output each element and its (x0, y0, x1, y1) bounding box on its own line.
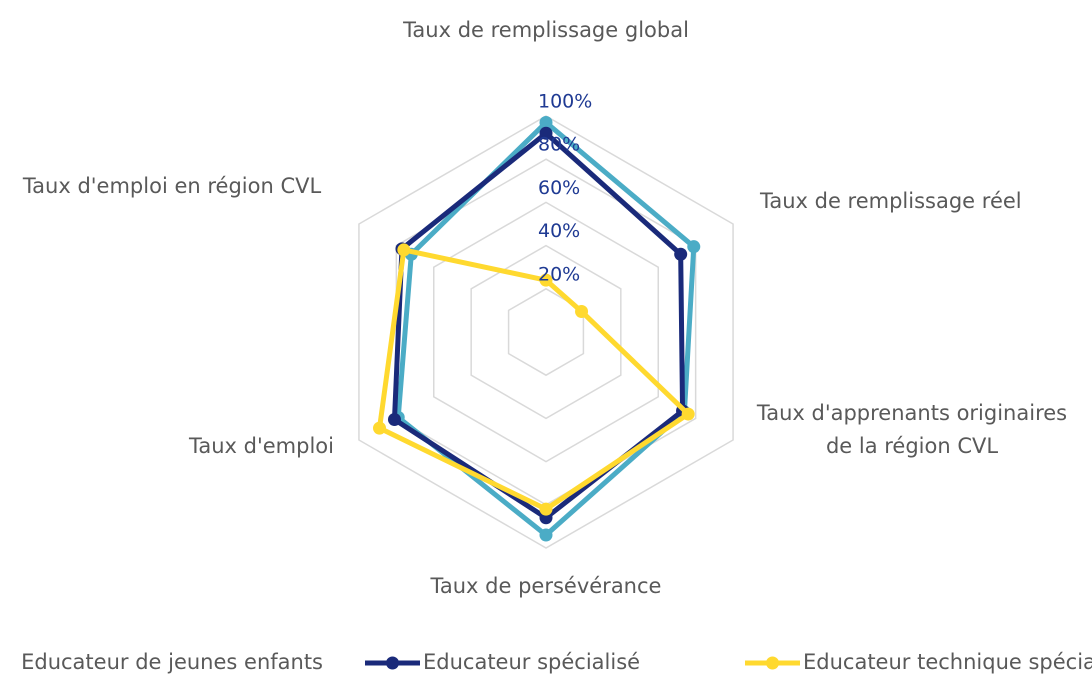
legend-label: Educateur de jeunes enfants (21, 650, 323, 674)
legend-item: Educateur technique spécialisé (745, 650, 1092, 674)
point (397, 243, 411, 257)
point (687, 240, 701, 254)
point (539, 528, 553, 542)
grid-ring (470, 244, 622, 420)
axis-label: Taux de persévérance (430, 574, 662, 598)
axis-label: Taux d'emploi en région CVL (22, 174, 322, 198)
series-line (377, 247, 691, 512)
axis-label: Taux de remplissage global (403, 18, 689, 42)
point (674, 247, 688, 261)
axis-label: Taux d'apprenants originaires de la régi… (756, 401, 1068, 458)
grid-ring (433, 201, 659, 463)
axis-label: Taux de remplissage réel (760, 189, 1022, 213)
point (681, 407, 695, 421)
tick-label: 40% (538, 220, 580, 242)
legend-item: Educateur spécialisé (365, 650, 640, 674)
point (387, 412, 401, 426)
point (539, 126, 553, 140)
tick-label: 100% (538, 91, 592, 113)
grid-ring (358, 115, 734, 549)
tick-label: 60% (538, 177, 580, 199)
point (539, 115, 553, 129)
point (539, 273, 553, 287)
point (575, 304, 589, 318)
legend-marker-dot (766, 656, 779, 670)
tick-label: 20% (538, 263, 580, 285)
legend-item: Educateur de jeunes enfants (21, 650, 323, 674)
point (373, 421, 387, 435)
axis-label: Taux d'emploi (189, 434, 334, 458)
tick-label: 80% (538, 134, 580, 156)
legend-label: Educateur technique spécialisé (803, 650, 1092, 674)
legend-label: Educateur spécialisé (423, 650, 640, 674)
point (539, 502, 553, 516)
legend-marker-dot (386, 656, 399, 670)
